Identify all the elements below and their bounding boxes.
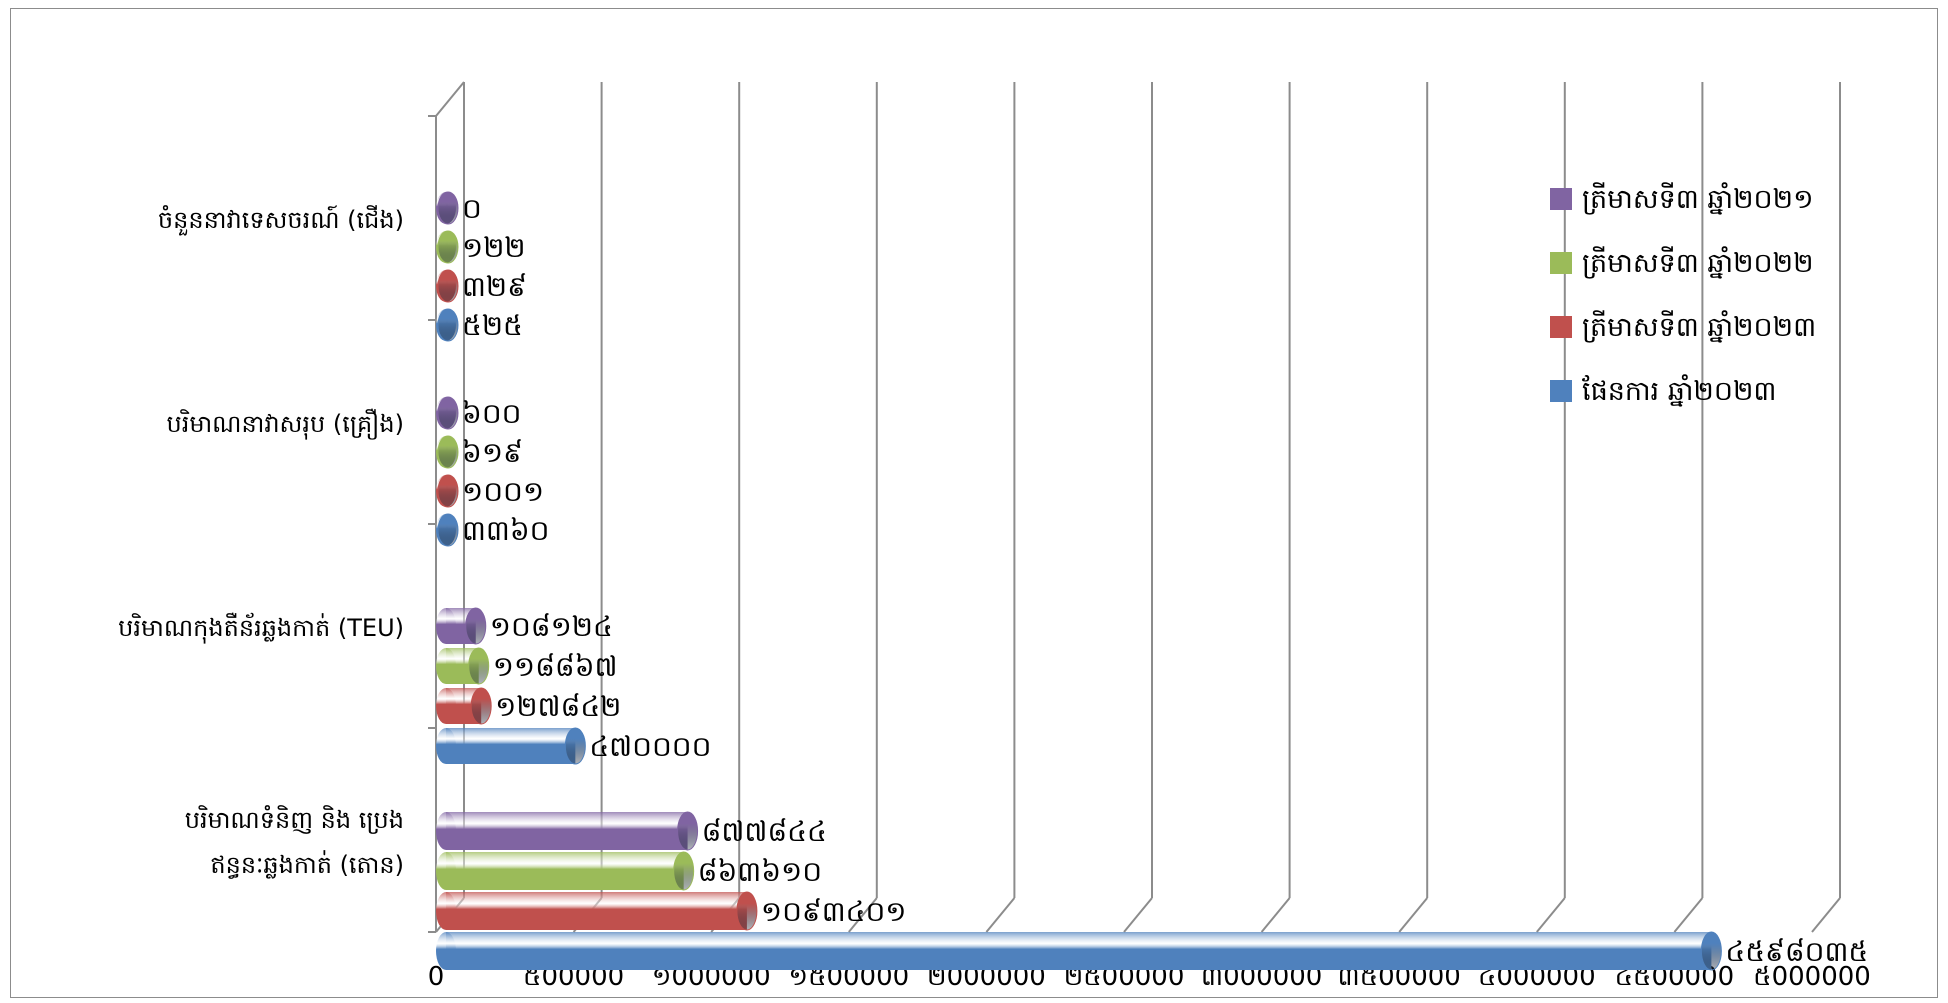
data-label: ០	[462, 192, 482, 225]
bar-cap-right	[465, 607, 487, 645]
legend-swatch	[1550, 316, 1572, 338]
bar-cap-right	[437, 308, 459, 342]
floor-tick-line	[1536, 897, 1566, 933]
bar-cap-left	[436, 892, 456, 930]
bar-body	[446, 728, 576, 764]
bar	[436, 396, 459, 430]
data-label: ៤៧០០០០	[589, 730, 711, 763]
bar	[436, 891, 758, 931]
bar	[436, 811, 699, 851]
legend-swatch	[1550, 380, 1572, 402]
legend-label: ត្រីមាសទី៣ ឆ្នាំ២០២២	[1582, 246, 1814, 279]
bar-body	[446, 852, 684, 890]
bar	[436, 435, 459, 469]
bar-cap-right	[1700, 931, 1722, 971]
bar-cap-right	[437, 396, 459, 430]
bar-cap-right	[673, 851, 695, 891]
bar	[436, 191, 459, 225]
bar	[436, 687, 492, 725]
category-label: បរិមាណកុងតឺន័រឆ្លងកាត់ (TEU)	[118, 612, 404, 644]
bar	[436, 727, 586, 765]
data-label: ១២៧៨៤២	[495, 690, 621, 723]
data-label: ១២២	[462, 231, 526, 264]
floor-tick-line	[848, 897, 878, 933]
bar-cap-left	[436, 608, 456, 644]
x-tick-label: 0	[428, 962, 445, 992]
legend-label: ផែនការ ឆ្នាំ២០២៣	[1582, 374, 1776, 407]
data-label: ៣៣៦០	[462, 514, 550, 547]
bar	[436, 607, 487, 645]
legend-swatch	[1550, 252, 1572, 274]
wall-top-edge	[435, 81, 465, 117]
bar-body	[446, 892, 747, 930]
legend-label: ត្រីមាសទី៣ ឆ្នាំ២០២៣	[1582, 310, 1816, 343]
bar	[436, 230, 459, 264]
bar	[436, 269, 459, 303]
bar	[436, 851, 695, 891]
data-label: ៨៦៣៦១០	[698, 855, 822, 888]
bar-cap-right	[677, 811, 699, 851]
data-label: ៣២៩	[462, 270, 527, 303]
data-label: ៦១៩	[462, 436, 523, 469]
data-label: ៥២៥	[462, 309, 523, 342]
bar-cap-left	[436, 932, 456, 970]
data-label: ១០៨១២៤	[490, 610, 613, 643]
bar-cap-right	[437, 230, 459, 264]
bar-body	[446, 932, 1712, 970]
bar	[436, 474, 459, 508]
bar-cap-right	[736, 891, 758, 931]
legend-label: ត្រីមាសទី៣ ឆ្នាំ២០២១	[1582, 182, 1814, 215]
bar	[436, 513, 459, 547]
category-label: ចំនួននាវាទេសចរណ៍ (ជើង)	[158, 205, 404, 236]
bar-cap-right	[468, 647, 490, 685]
data-label: ១០៩៣៤០១	[761, 895, 907, 928]
bar-cap-right	[470, 687, 492, 725]
data-label: ៨៧៧៨៤៤	[702, 815, 827, 848]
floor-tick-line	[1673, 897, 1704, 933]
bar-cap-right	[437, 191, 459, 225]
bar-cap-right	[437, 513, 459, 547]
x-tick-label: ៥000000	[1753, 962, 1871, 992]
bar-cap-right	[437, 474, 459, 508]
bar-cap-left	[436, 728, 456, 764]
bar-cap-right	[437, 435, 459, 469]
category-label: ឥន្ធនៈឆ្លងកាត់ (តោន)	[210, 850, 404, 879]
category-label: បរិមាណទំនិញ និង ប្រេង	[185, 805, 404, 834]
bar-cap-left	[436, 812, 456, 850]
floor-tick-line	[1260, 897, 1291, 933]
bar-body	[446, 812, 688, 850]
category-label: បរិមាណនាវាសរុប (គ្រឿង)	[166, 408, 404, 440]
bar-cap-left	[436, 648, 456, 684]
bar-cap-left	[436, 852, 456, 890]
data-label: ៤៥៩៨០៣៥	[1725, 935, 1868, 968]
floor-tick-line	[985, 897, 1016, 933]
data-label: ៦០០	[462, 397, 521, 430]
chart-frame	[10, 8, 1938, 998]
bar-cap-right	[564, 727, 586, 765]
bar-cap-left	[436, 688, 456, 724]
data-label: ១១៨៨៦៧	[493, 650, 618, 683]
bar	[436, 308, 459, 342]
floor-tick-line	[1123, 897, 1153, 933]
floor-tick-line	[1811, 897, 1841, 933]
bar-cap-right	[437, 269, 459, 303]
bar	[436, 931, 1722, 971]
floor-tick-line	[1398, 897, 1428, 933]
legend-swatch	[1550, 188, 1572, 210]
data-label: ១០០១	[462, 475, 544, 508]
bar	[436, 647, 490, 685]
